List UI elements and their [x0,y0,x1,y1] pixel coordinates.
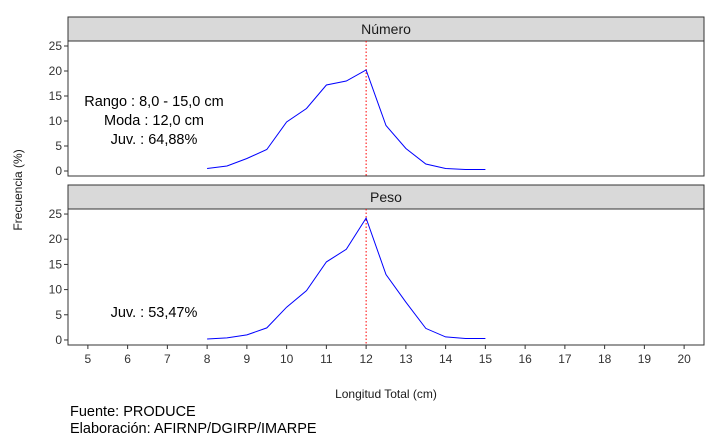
x-tick-label: 9 [244,352,251,366]
y-tick-label: 5 [55,308,62,322]
y-axis-title: Frecuencia (%) [11,149,25,230]
panel-1: Número 0 5 10 15 20 25 Rango : 8,0 - 15,0 cm Mod… [49,16,705,178]
source-note: Fuente: PRODUCE [70,404,196,420]
panel-frame [67,40,705,177]
y-tick-label: 25 [49,39,63,53]
x-tick-label: 10 [280,352,294,366]
x-tick-label: 14 [439,352,453,366]
x-axis-title: Longitud Total (cm) [335,387,437,401]
x-tick-label: 11 [320,352,333,366]
y-tick-label: 5 [55,139,62,153]
y-tick-label: 10 [49,283,63,297]
x-tick-label: 6 [124,352,131,366]
panel-strip [67,16,705,42]
elaboration-note: Elaboración: AFIRNP/DGIRP/IMARPE [70,421,317,437]
panel-strip [67,184,705,210]
y-tick-label: 20 [49,64,63,78]
panel-strip-label: Número [361,21,411,37]
x-tick-label: 5 [85,352,92,366]
y-tick-label: 20 [49,232,63,246]
y-tick-label: 25 [49,207,63,221]
chart-panels: Número 0 5 10 15 20 25 Rango : 8,0 - 15,0 cm Mod… [49,16,705,347]
x-tick-label: 18 [598,352,612,366]
x-tick-label: 17 [558,352,572,366]
x-tick-label: 12 [359,352,373,366]
x-tick-label: 16 [518,352,532,366]
y-tick-label: 0 [55,333,62,347]
x-tick-label: 7 [164,352,171,366]
x-tick-label: 20 [677,352,691,366]
y-tick-label: 15 [49,89,63,103]
x-tick-label: 8 [204,352,211,366]
panel-annotation: Rango : 8,0 - 15,0 cm [84,94,223,110]
series-line [207,216,486,340]
x-axis-ticks: 5 6 7 8 9 10 11 12 13 14 15 16 17 18 19 20 [85,345,691,366]
series-line [207,69,486,170]
y-tick-label: 10 [49,114,63,128]
panel-strip-label: Peso [370,189,402,205]
panel-frame [67,208,705,346]
x-tick-label: 15 [479,352,493,366]
y-tick-label: 15 [49,257,63,271]
x-tick-label: 19 [638,352,652,366]
y-tick-label: 0 [55,164,62,178]
panel-annotation: Juv. : 64,88% [111,132,198,148]
panel-2: Peso 0 5 10 15 20 25 Juv. : 53,47% [49,184,705,347]
x-tick-label: 13 [399,352,413,366]
panel-annotation: Moda : 12,0 cm [104,113,204,129]
panel-annotation: Juv. : 53,47% [111,305,198,321]
